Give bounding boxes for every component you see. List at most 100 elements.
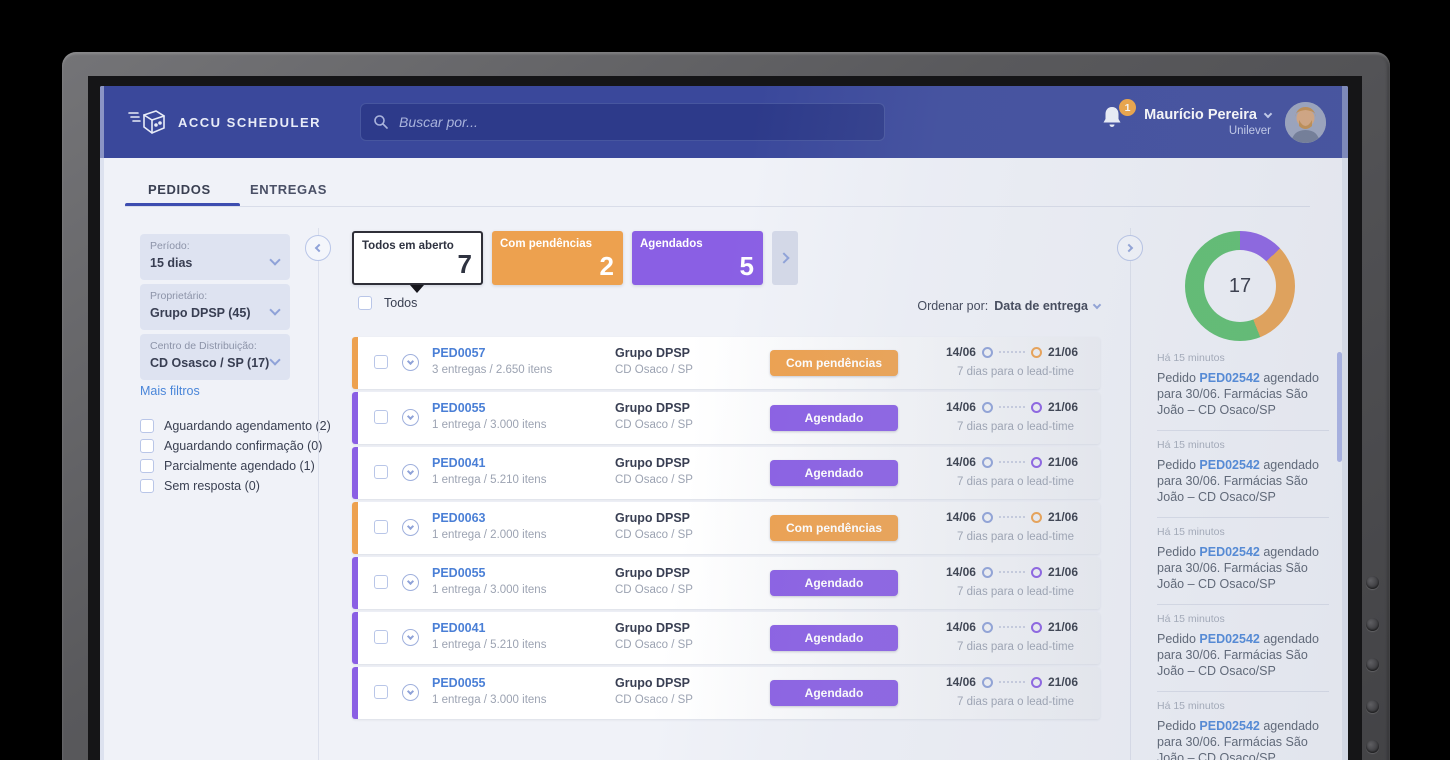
sort-dropdown[interactable]: Ordenar por: Data de entrega (917, 299, 1102, 313)
filter-dropdown[interactable]: Centro de Distribuição: CD Osasco / SP (… (140, 334, 290, 380)
search-icon (374, 115, 388, 129)
tab-pedidos[interactable]: PEDIDOS (148, 182, 211, 197)
status-badge: Com pendências (770, 515, 898, 541)
sort-label: Ordenar por: (917, 299, 989, 313)
card-agendados[interactable]: Agendados 5 (632, 231, 763, 285)
row-checkbox[interactable] (374, 575, 388, 589)
checkbox[interactable] (140, 419, 154, 433)
timeline-dotted-line (998, 626, 1025, 628)
feed-order-link[interactable]: PED02542 (1199, 632, 1260, 646)
feed-order-link[interactable]: PED02542 (1199, 371, 1260, 385)
filter-dropdown[interactable]: Proprietário: Grupo DPSP (45) (140, 284, 290, 330)
timeline-start-dot (981, 621, 993, 633)
user-menu[interactable]: Maurício Pereira Unilever (1144, 86, 1326, 158)
card-todos-em-aberto[interactable]: Todos em aberto 7 (352, 231, 483, 285)
notifications-button[interactable]: 1 (1100, 99, 1136, 138)
feed-text: Pedido PED02542 agendado para 30/06. Far… (1157, 544, 1329, 592)
order-distribution-center: CD Osaco / SP (615, 474, 693, 486)
lead-time-text: 7 dias para o lead-time (957, 641, 1074, 653)
status-stripe (352, 502, 358, 554)
date-end: 21/06 (1047, 675, 1078, 689)
row-expand-button[interactable] (402, 684, 419, 701)
feed-order-link[interactable]: PED02542 (1199, 719, 1260, 733)
row-expand-button[interactable] (402, 574, 419, 591)
order-row[interactable]: PED0041 1 entrega / 5.210 itens Grupo DP… (352, 612, 1100, 664)
more-filters-link[interactable]: Mais filtros (140, 384, 200, 398)
left-divider (318, 228, 319, 760)
row-checkbox[interactable] (374, 630, 388, 644)
feed-order-link[interactable]: PED02542 (1199, 458, 1260, 472)
row-checkbox[interactable] (374, 410, 388, 424)
bell-icon (1103, 107, 1121, 127)
order-row[interactable]: PED0057 3 entregas / 2.650 itens Grupo D… (352, 337, 1100, 389)
row-checkbox[interactable] (374, 520, 388, 534)
monitor-button (1366, 576, 1379, 589)
search-input[interactable]: Buscar por... (360, 103, 885, 141)
row-checkbox[interactable] (374, 465, 388, 479)
card-peek-next[interactable] (772, 231, 798, 285)
chevron-down-icon (1092, 300, 1102, 310)
order-id-link[interactable]: PED0055 (432, 676, 486, 690)
order-row[interactable]: PED0041 1 entrega / 5.210 itens Grupo DP… (352, 447, 1100, 499)
notification-badge: 1 (1119, 99, 1136, 116)
filter-checkbox-row[interactable]: Parcialmente agendado (1) (140, 456, 331, 476)
feed-order-link[interactable]: PED02542 (1199, 545, 1260, 559)
timeline-end-dot (1030, 346, 1042, 358)
search-placeholder: Buscar por... (399, 114, 478, 130)
select-all[interactable]: Todos (358, 296, 417, 310)
order-id-link[interactable]: PED0055 (432, 566, 486, 580)
filter-label: Período: (150, 240, 190, 252)
feed-scrollbar[interactable] (1337, 352, 1342, 462)
filter-checkbox-row[interactable]: Aguardando agendamento (2) (140, 416, 331, 436)
date-start: 14/06 (945, 565, 976, 579)
filter-checkbox-row[interactable]: Sem resposta (0) (140, 476, 331, 496)
lead-time-timeline: 14/06 21/06 (946, 345, 1078, 359)
order-owner: Grupo DPSP (615, 401, 691, 415)
order-row[interactable]: PED0055 1 entrega / 3.000 itens Grupo DP… (352, 392, 1100, 444)
order-row[interactable]: PED0063 1 entrega / 2.000 itens Grupo DP… (352, 502, 1100, 554)
row-expand-button[interactable] (402, 629, 419, 646)
row-expand-button[interactable] (402, 409, 419, 426)
carousel-prev-button[interactable] (305, 235, 331, 261)
checkbox[interactable] (140, 439, 154, 453)
order-id-link[interactable]: PED0041 (432, 621, 486, 635)
carousel-next-button[interactable] (1117, 235, 1143, 261)
timeline-start-dot (981, 511, 993, 523)
checkbox[interactable] (140, 479, 154, 493)
timeline-start-dot (981, 346, 993, 358)
order-row[interactable]: PED0055 1 entrega / 3.000 itens Grupo DP… (352, 667, 1100, 719)
row-checkbox[interactable] (374, 685, 388, 699)
row-checkbox[interactable] (374, 355, 388, 369)
donut-total: 17 (1228, 274, 1252, 297)
timeline-dotted-line (998, 461, 1025, 463)
filter-value: CD Osasco / SP (17) (150, 356, 270, 370)
order-id-link[interactable]: PED0041 (432, 456, 486, 470)
filter-checkbox-list: Aguardando agendamento (2) Aguardando co… (140, 416, 331, 496)
timeline-end-dot (1030, 676, 1042, 688)
status-stripe (352, 392, 358, 444)
status-stripe (352, 667, 358, 719)
order-owner: Grupo DPSP (615, 566, 691, 580)
order-id-link[interactable]: PED0063 (432, 511, 486, 525)
active-tab-underline (125, 203, 240, 207)
filter-checkbox-row[interactable]: Aguardando confirmação (0) (140, 436, 331, 456)
row-expand-button[interactable] (402, 464, 419, 481)
timeline-start-dot (981, 566, 993, 578)
checkbox-label: Sem resposta (0) (164, 479, 260, 493)
feed-entry: Há 15 minutos Pedido PED02542 agendado p… (1157, 518, 1329, 605)
filter-dropdown[interactable]: Período: 15 dias (140, 234, 290, 280)
order-row[interactable]: PED0055 1 entrega / 3.000 itens Grupo DP… (352, 557, 1100, 609)
checkbox[interactable] (140, 459, 154, 473)
order-deliveries: 1 entrega / 5.210 itens (432, 639, 547, 651)
order-id-link[interactable]: PED0055 (432, 401, 486, 415)
order-deliveries: 1 entrega / 3.000 itens (432, 694, 547, 706)
row-expand-button[interactable] (402, 519, 419, 536)
avatar[interactable] (1285, 101, 1326, 143)
row-expand-button[interactable] (402, 354, 419, 371)
select-all-checkbox[interactable] (358, 296, 372, 310)
card-com-pendencias[interactable]: Com pendências 2 (492, 231, 623, 285)
order-id-link[interactable]: PED0057 (432, 346, 486, 360)
tab-entregas[interactable]: ENTREGAS (250, 182, 328, 197)
feed-entry: Há 15 minutos Pedido PED02542 agendado p… (1157, 431, 1329, 518)
timeline-start-dot (981, 676, 993, 688)
